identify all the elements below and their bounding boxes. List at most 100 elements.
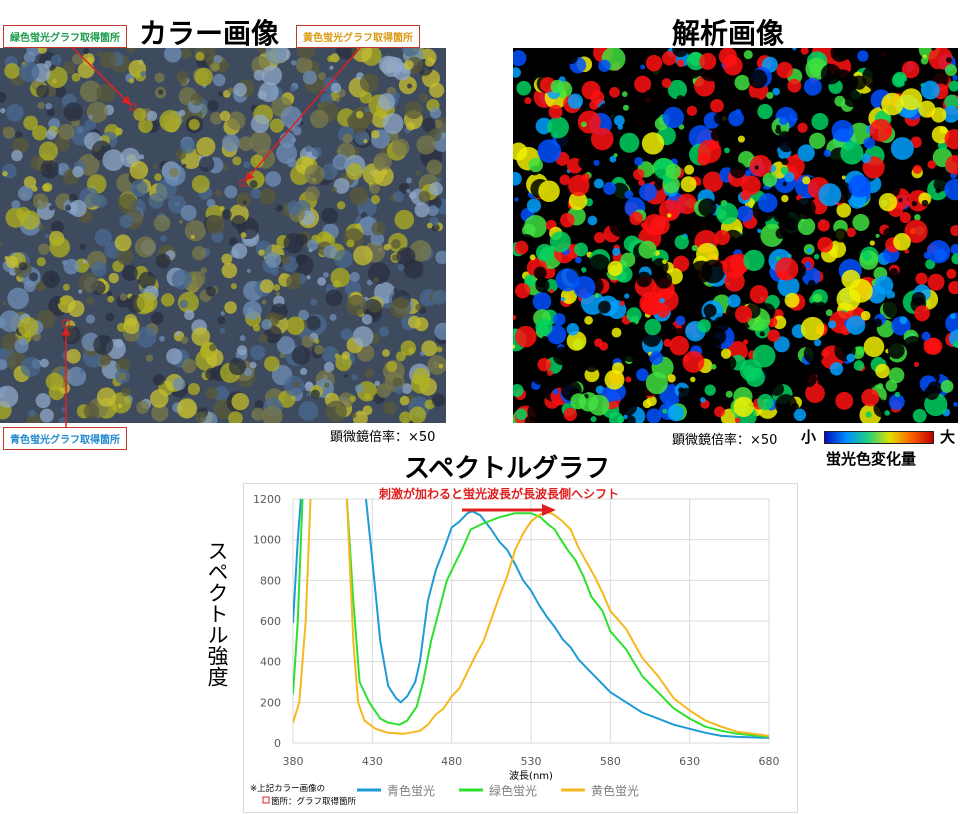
photo-texture	[362, 299, 383, 319]
heatmap-texture	[861, 153, 871, 164]
heatmap-texture	[904, 80, 909, 86]
photo-texture	[145, 354, 154, 362]
x-tick-label: 480	[441, 755, 462, 768]
photo-texture	[49, 236, 71, 258]
photo-texture	[184, 309, 195, 321]
heatmap-texture	[920, 80, 940, 100]
photo-texture	[325, 289, 343, 307]
analysis-heatmap-image	[513, 48, 958, 423]
heatmap-texture	[659, 297, 665, 304]
photo-texture	[18, 261, 28, 271]
photo-texture	[82, 48, 90, 55]
heatmap-texture	[953, 340, 958, 349]
photo-texture	[163, 48, 182, 63]
heatmap-texture	[722, 254, 747, 279]
yellow-sample-marker	[239, 179, 247, 187]
heatmap-texture	[729, 162, 746, 179]
photo-texture	[153, 214, 171, 232]
heatmap-texture	[548, 104, 563, 119]
photo-texture	[23, 115, 38, 131]
photo-texture	[134, 236, 156, 258]
heatmap-texture	[891, 73, 906, 88]
photo-texture	[406, 121, 416, 131]
photo-texture	[254, 399, 265, 410]
photo-texture	[116, 247, 134, 265]
photo-texture	[349, 271, 360, 283]
x-tick-label: 680	[759, 755, 780, 768]
heatmap-texture	[580, 267, 587, 273]
heatmap-texture	[921, 331, 931, 341]
heatmap-texture	[594, 338, 603, 348]
photo-texture	[213, 386, 230, 402]
photo-texture	[317, 277, 327, 286]
heatmap-texture	[669, 335, 690, 356]
photo-texture	[265, 171, 282, 187]
heatmap-texture	[757, 228, 762, 234]
heatmap-texture	[686, 105, 698, 117]
heatmap-texture	[618, 339, 642, 362]
photo-texture	[45, 372, 64, 391]
heatmap-texture	[779, 115, 789, 125]
heatmap-texture	[935, 188, 941, 194]
heatmap-texture	[533, 375, 544, 385]
colorbar-max-label: 大	[940, 428, 956, 446]
heatmap-texture	[714, 406, 725, 418]
photo-texture	[386, 360, 398, 372]
photo-texture	[195, 51, 205, 61]
photo-texture	[79, 243, 86, 250]
photo-texture	[246, 268, 251, 273]
yellow-callout-arrow	[245, 47, 361, 182]
photo-texture	[252, 324, 261, 332]
heatmap-texture	[643, 213, 666, 236]
photo-texture	[405, 177, 413, 184]
photo-texture	[228, 357, 247, 376]
note-marker-icon	[262, 796, 270, 804]
heatmap-texture	[862, 251, 872, 261]
annotation-text: 刺激が加わると蛍光波長が長波長側へシフト	[378, 486, 619, 501]
heatmap-texture	[894, 391, 901, 398]
photo-texture	[342, 133, 353, 144]
photo-texture	[416, 135, 436, 155]
heatmap-texture	[734, 305, 753, 323]
photo-texture	[399, 411, 412, 423]
heatmap-texture	[513, 383, 524, 398]
heatmap-texture	[798, 131, 807, 140]
photo-texture	[408, 191, 417, 200]
heatmap-texture	[736, 205, 754, 222]
photo-texture	[389, 297, 411, 319]
heatmap-texture	[636, 368, 649, 382]
heatmap-texture	[623, 414, 628, 420]
photo-texture	[392, 138, 410, 157]
photo-texture	[401, 48, 420, 57]
heatmap-texture	[524, 416, 536, 423]
photo-texture	[67, 300, 85, 318]
photo-texture	[96, 387, 117, 407]
heatmap-texture	[641, 295, 662, 316]
heatmap-texture	[639, 183, 658, 202]
photo-texture	[249, 344, 266, 361]
heatmap-texture	[757, 393, 774, 411]
photo-texture	[54, 86, 67, 98]
heatmap-texture	[662, 408, 668, 414]
heatmap-texture	[529, 254, 536, 261]
photo-texture	[151, 404, 169, 422]
photo-texture	[371, 130, 380, 139]
heatmap-texture	[767, 153, 775, 161]
heatmap-texture	[548, 64, 564, 81]
photo-texture	[219, 327, 226, 334]
photo-texture	[148, 192, 165, 209]
photo-texture	[301, 335, 314, 348]
photo-texture	[188, 119, 200, 131]
heatmap-texture	[817, 219, 830, 232]
heatmap-texture	[727, 294, 741, 308]
heatmap-texture	[861, 373, 877, 389]
photo-texture	[154, 72, 165, 83]
heatmap-texture	[596, 270, 603, 276]
heatmap-texture	[513, 50, 527, 67]
photo-texture	[318, 72, 326, 80]
photo-texture	[275, 291, 281, 297]
photo-texture	[348, 113, 368, 134]
heatmap-texture	[845, 238, 854, 246]
photo-texture	[361, 314, 373, 325]
y-tick-label: 200	[260, 696, 281, 709]
